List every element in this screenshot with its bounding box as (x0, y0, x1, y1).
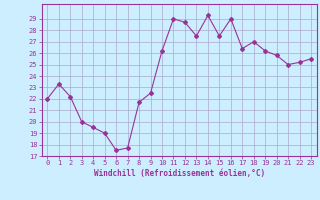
X-axis label: Windchill (Refroidissement éolien,°C): Windchill (Refroidissement éolien,°C) (94, 169, 265, 178)
